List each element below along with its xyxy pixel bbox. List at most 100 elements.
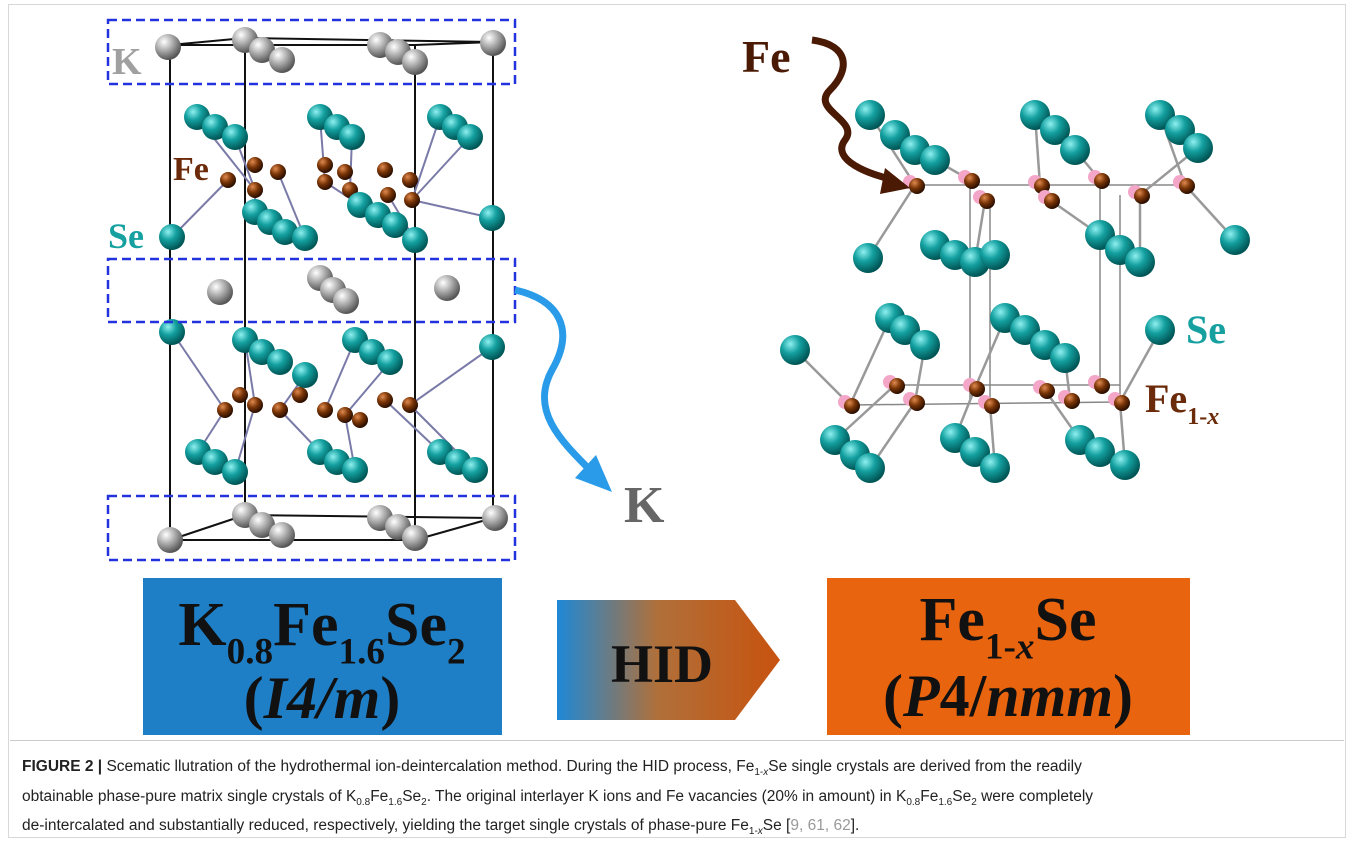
hid-label: HID (611, 634, 713, 694)
atom (920, 145, 950, 175)
atom (434, 275, 460, 301)
right-group: (P4/nmm) (883, 663, 1133, 729)
atom (292, 362, 318, 388)
atom (404, 192, 420, 208)
atom (855, 100, 885, 130)
caption-text: 1.6 (938, 797, 952, 808)
atom (217, 402, 233, 418)
atom (247, 157, 263, 173)
text-part: ) (1113, 663, 1133, 729)
atom (159, 224, 185, 250)
text-part: Se (385, 591, 447, 659)
atom (402, 397, 418, 413)
atom (270, 164, 286, 180)
atom (1050, 343, 1080, 373)
caption-text: Fe (370, 788, 388, 805)
atom (317, 174, 333, 190)
atom (292, 225, 318, 251)
text-part: Fe (1145, 376, 1187, 421)
atom (979, 193, 995, 209)
atom (402, 525, 428, 551)
atom (317, 402, 333, 418)
text-part: Se (1034, 586, 1096, 654)
caption-text: Se (402, 788, 421, 805)
caption-text: 0.8 (906, 797, 920, 808)
caption-line: obtainable phase-pure matrix single crys… (22, 785, 1332, 815)
caption-line: FIGURE 2 | Scematic llutration of the hy… (22, 755, 1332, 785)
atom (269, 522, 295, 548)
bond (172, 332, 225, 410)
caption-text: FIGURE 2 | (22, 758, 102, 775)
atom (292, 387, 308, 403)
caption-text: Scematic llutration of the hydrothermal … (102, 758, 754, 775)
text-part: Fe (273, 591, 338, 659)
atom (333, 288, 359, 314)
atom (889, 378, 905, 394)
page: K Fe Se K Fe Se Fe1-x K0.8Fe1.6Se2 (I4/m… (0, 0, 1354, 845)
text-part: ( (244, 665, 264, 731)
atom (402, 227, 428, 253)
text-part: 1- (1187, 404, 1207, 430)
text-part: ( (883, 663, 903, 729)
atom (380, 187, 396, 203)
atom (220, 172, 236, 188)
atom (247, 397, 263, 413)
atom (342, 457, 368, 483)
bond (412, 117, 440, 200)
atom (222, 124, 248, 150)
deintercalation-arrow (515, 290, 590, 470)
atom (247, 182, 263, 198)
label-se: Se (108, 216, 144, 256)
text-part: P (902, 663, 941, 729)
atom (853, 243, 883, 273)
atom (267, 349, 293, 375)
caption-text: Se single crystals are derived from the … (768, 758, 1082, 775)
caption-text: Se [ (763, 817, 791, 834)
left-group: (I4/m) (244, 665, 401, 731)
atom (909, 395, 925, 411)
atom (1064, 393, 1080, 409)
atom (980, 240, 1010, 270)
atom (1220, 225, 1250, 255)
atom (377, 349, 403, 375)
atom (480, 30, 506, 56)
text-part: I4/m (263, 665, 381, 731)
atom (1094, 378, 1110, 394)
label-se-right: Se (1186, 307, 1226, 352)
text-part: x (1015, 627, 1035, 668)
caption-text: Se (952, 788, 971, 805)
atom (855, 453, 885, 483)
atom (909, 178, 925, 194)
atom (207, 279, 233, 305)
atom (457, 124, 483, 150)
atom (377, 392, 393, 408)
text-part: 2 (447, 632, 466, 673)
caption-text: 1- (749, 826, 758, 837)
atom (964, 173, 980, 189)
atom (479, 205, 505, 231)
atom (402, 172, 418, 188)
figure: K Fe Se K Fe Se Fe1-x K0.8Fe1.6Se2 (I4/m… (0, 0, 1354, 740)
atom (222, 459, 248, 485)
atom (1179, 178, 1195, 194)
text-part: ) (380, 665, 400, 731)
atom (482, 505, 508, 531)
atom (317, 157, 333, 173)
caption: FIGURE 2 | Scematic llutration of the hy… (10, 740, 1344, 838)
atom (1060, 135, 1090, 165)
atom (980, 453, 1010, 483)
atom (1114, 395, 1130, 411)
atom (352, 412, 368, 428)
atom (157, 527, 183, 553)
atom (984, 398, 1000, 414)
atom (337, 407, 353, 423)
label-fe: Fe (173, 151, 209, 188)
atom (1110, 450, 1140, 480)
caption-text: were completely (977, 788, 1093, 805)
caption-text: obtainable phase-pure matrix single crys… (22, 788, 356, 805)
text-part: 4/ (940, 663, 988, 729)
text-part: K (178, 591, 226, 659)
atom (969, 381, 985, 397)
atom (232, 387, 248, 403)
atom (272, 402, 288, 418)
